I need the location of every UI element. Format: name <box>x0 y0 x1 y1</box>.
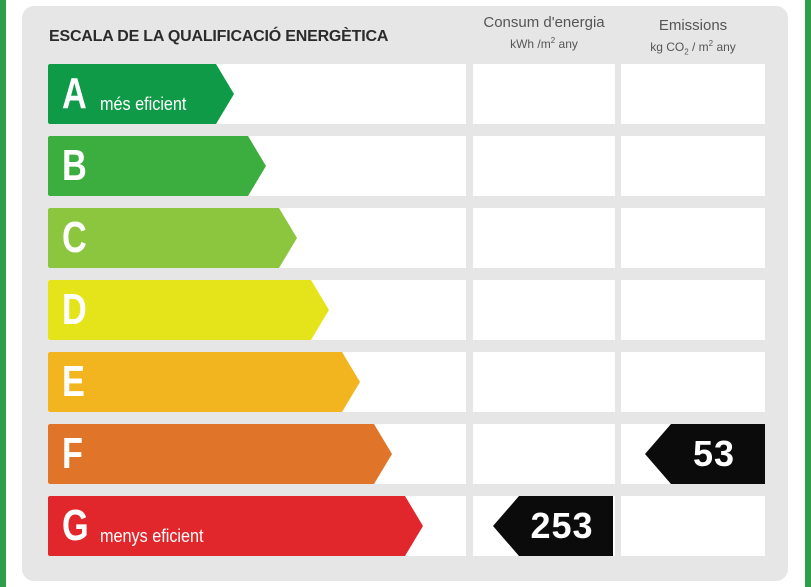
consum-column-label: Consum d'energia <box>483 14 605 31</box>
emissions-column-unit: kg CO2 / m2 any <box>650 39 736 57</box>
rating-letter-c: C <box>62 213 87 262</box>
emissions-cell-a <box>621 64 765 124</box>
consum-cell-f <box>473 424 615 484</box>
consum-rating-badge: 253 <box>493 496 613 556</box>
rating-arrow-b: B <box>48 136 268 196</box>
rating-arrow-c: C <box>48 208 299 268</box>
emissions-rating-badge: 53 <box>645 424 765 484</box>
rating-arrow-shape-g <box>48 496 423 556</box>
rating-letter-b: B <box>62 141 87 190</box>
consum-column-unit: kWh /m2 any <box>510 36 578 51</box>
rating-arrow-shape-d <box>48 280 329 340</box>
consum-rating-badge-shape <box>493 496 613 556</box>
consum-cell-d <box>473 280 615 340</box>
scale-title: ESCALA DE LA QUALIFICACIÓ ENERGÈTICA <box>49 28 389 45</box>
consum-rating-badge-value: 253 <box>530 505 594 546</box>
emissions-column-header: Emissions kg CO2 / m2 any <box>621 17 765 61</box>
rating-arrow-f: F <box>48 424 394 484</box>
emissions-cell-c <box>621 208 765 268</box>
rating-letter-e: E <box>62 357 85 406</box>
rating-arrow-shape-c <box>48 208 297 268</box>
frame-border-left <box>0 0 6 587</box>
emissions-cell-e <box>621 352 765 412</box>
rating-arrow-shape-f <box>48 424 392 484</box>
emissions-rating-badge-value: 53 <box>692 433 736 474</box>
rating-arrow-d: D <box>48 280 331 340</box>
rating-letter-a: A <box>62 69 87 118</box>
consum-column-header: Consum d'energia kWh /m2 any <box>473 14 615 53</box>
emissions-rating-badge-shape <box>645 424 765 484</box>
rating-arrow-shape-a <box>48 64 234 124</box>
rating-letter-f: F <box>62 429 83 478</box>
rating-letter-d: D <box>62 285 87 334</box>
emissions-cell-g <box>621 496 765 556</box>
emissions-cell-d <box>621 280 765 340</box>
rating-arrow-e: E <box>48 352 362 412</box>
frame-border-right <box>805 0 811 587</box>
consum-cell-e <box>473 352 615 412</box>
rating-letter-g: G <box>62 501 89 550</box>
emissions-cell-b <box>621 136 765 196</box>
consum-cell-b <box>473 136 615 196</box>
consum-cell-a <box>473 64 615 124</box>
rating-arrow-shape-b <box>48 136 266 196</box>
rating-sublabel-a: més eficient <box>100 94 187 114</box>
emissions-column-label: Emissions <box>658 17 728 34</box>
rating-arrow-shape-e <box>48 352 360 412</box>
rating-sublabel-g: menys eficient <box>100 526 204 546</box>
consum-cell-c <box>473 208 615 268</box>
